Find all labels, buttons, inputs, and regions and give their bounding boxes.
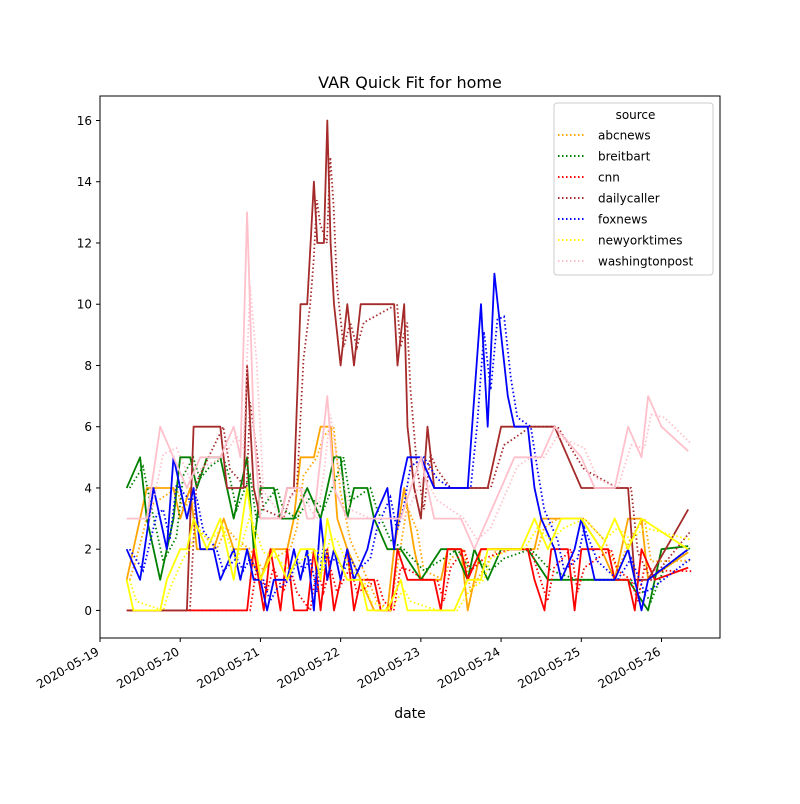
series-fit-foxnews: [128, 315, 692, 604]
series-line-foxnews: [125, 272, 689, 612]
legend-label-cnn: cnn: [598, 171, 620, 185]
y-tick-label: 12: [77, 236, 92, 250]
y-tick-label: 14: [77, 175, 92, 189]
legend-box: [553, 102, 714, 276]
series-line-washingtonpost: [126, 211, 689, 551]
series-fit-cnn: [129, 547, 692, 613]
legend-label-newyorktimes: newyorktimes: [598, 234, 683, 248]
legend-label-breitbart: breitbart: [598, 150, 651, 164]
legend-label-foxnews: foxnews: [598, 213, 647, 227]
plot-frame: [99, 95, 721, 639]
plot-area: [125, 119, 692, 613]
y-tick-label: 10: [77, 298, 92, 312]
y-tick-label: 4: [84, 481, 92, 495]
chart-title: VAR Quick Fit for home: [318, 73, 502, 92]
series-line-cnn: [126, 548, 689, 612]
y-tick-label: 16: [77, 114, 92, 128]
legend-title: source: [616, 108, 656, 122]
legend-label-dailycaller: dailycaller: [598, 192, 660, 206]
y-tick-label: 2: [84, 543, 92, 557]
series-fit-dailycaller: [129, 157, 692, 612]
series-line-dailycaller: [126, 119, 689, 612]
series-lines: [125, 119, 692, 613]
series-line-breitbart: [125, 456, 689, 612]
legend-label-washingtonpost: washingtonpost: [598, 255, 693, 269]
x-axis-label: date: [394, 706, 426, 722]
series-fit-breitbart: [128, 454, 692, 603]
series-fit-washingtonpost: [129, 285, 692, 542]
legend-label-abcnews: abcnews: [598, 129, 651, 143]
y-tick-label: 6: [84, 420, 92, 434]
y-tick-label: 0: [84, 604, 92, 618]
series-fit-newyorktimes: [128, 512, 692, 612]
y-tick-label: 8: [84, 359, 92, 373]
legend: source abcnews breitbart cnn dailycaller foxn…: [553, 102, 714, 276]
